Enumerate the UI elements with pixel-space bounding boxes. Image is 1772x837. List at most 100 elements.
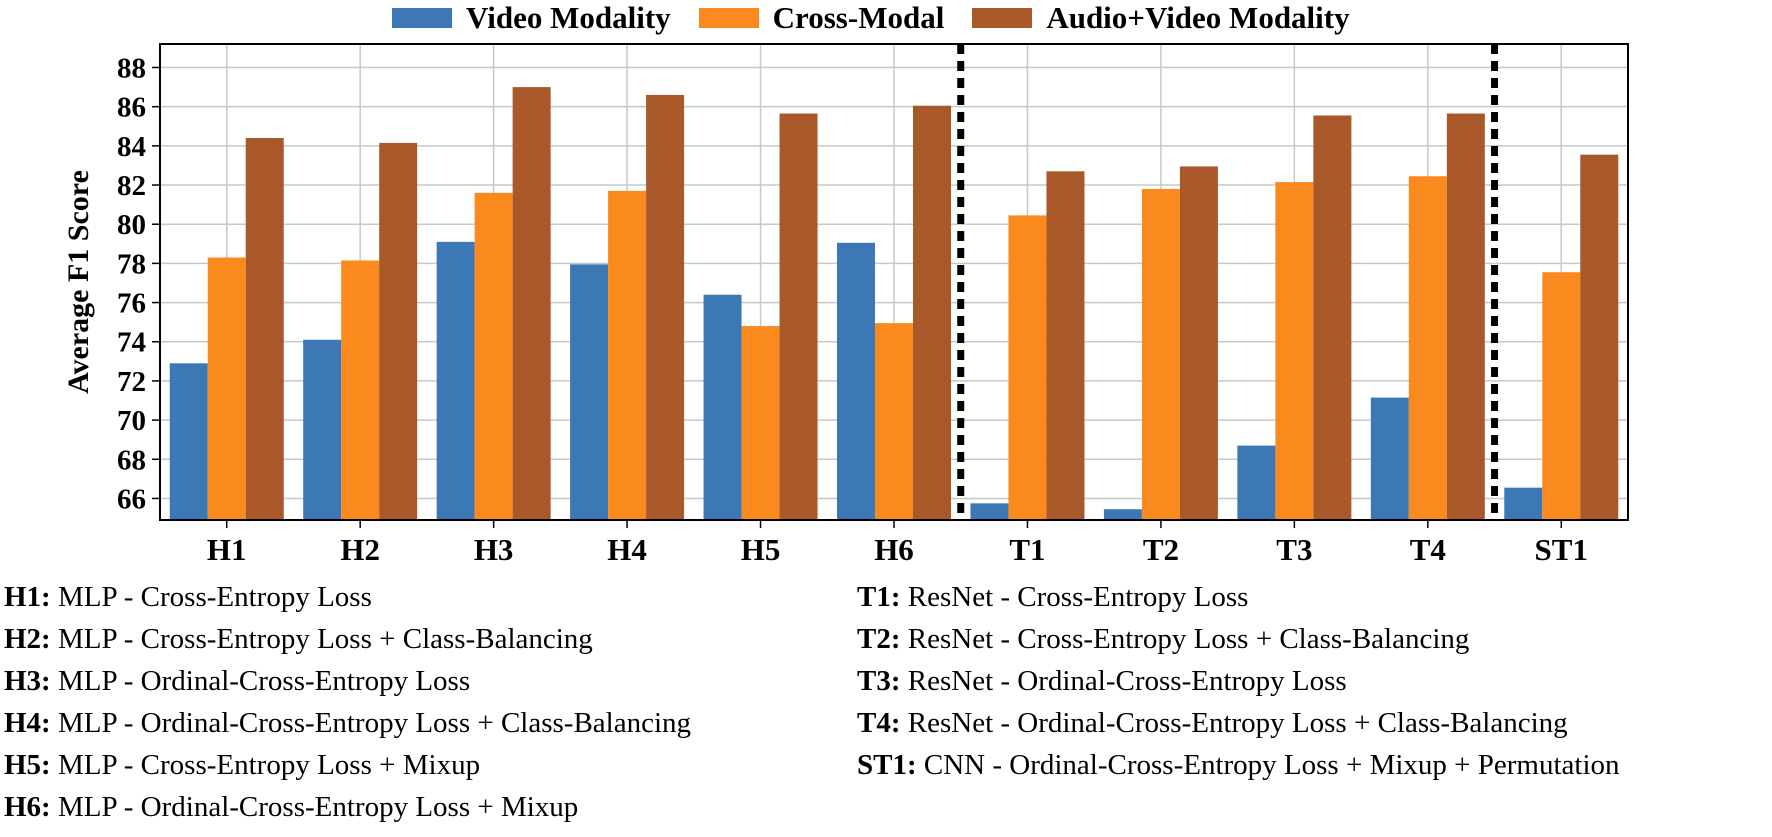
note-code: T4:: [857, 707, 901, 739]
bar-h1-video-modality: [169, 363, 208, 520]
bar-h2-video-modality: [303, 339, 342, 520]
legend-swatch-cross-modal: [698, 8, 759, 28]
y-tick-label: 80: [117, 209, 146, 241]
y-tick-label: 88: [117, 53, 146, 85]
bar-h6-video-modality: [837, 242, 875, 520]
note-code: H2:: [4, 623, 51, 655]
legend-item-audio-video: Audio+Video Modality: [972, 0, 1350, 36]
bar-h3-audio-video-modality: [512, 87, 551, 520]
note-code: H1:: [4, 581, 51, 613]
y-tick-label: 82: [117, 170, 146, 202]
bar-t3-video-modality: [1237, 445, 1276, 520]
bar-h5-video-modality: [703, 294, 742, 520]
bar-h4-video-modality: [570, 264, 609, 520]
bar-st1-cross-modal: [1542, 272, 1581, 520]
bar-t4-video-modality: [1370, 397, 1409, 520]
note-h2: H2: MLP - Cross-Entropy Loss + Class-Bal…: [4, 618, 691, 660]
legend-swatch-video: [392, 8, 452, 28]
bar-t3-audio-video-modality: [1313, 115, 1352, 521]
note-text: CNN - Ordinal-Cross-Entropy Loss + Mixup…: [916, 749, 1620, 781]
bar-t2-cross-modal: [1141, 188, 1180, 521]
bar-h4-cross-modal: [608, 190, 647, 520]
note-text: MLP - Ordinal-Cross-Entropy Loss: [50, 665, 471, 697]
x-tick-label: H6: [874, 532, 914, 567]
note-code: H3:: [4, 665, 51, 697]
bar-h4-audio-video-modality: [646, 94, 685, 520]
bar-h1-audio-video-modality: [245, 138, 284, 520]
x-tick-label: T1: [1009, 532, 1045, 567]
x-tick-label: H1: [207, 532, 247, 567]
legend-label-audio-video: Audio+Video Modality: [1046, 0, 1350, 35]
note-t1: T1: ResNet - Cross-Entropy Loss: [857, 576, 1620, 618]
note-code: T3:: [857, 665, 901, 697]
note-st1: ST1: CNN - Ordinal-Cross-Entropy Loss + …: [857, 744, 1620, 786]
x-tick-label: ST1: [1535, 532, 1588, 567]
note-code: T1:: [857, 581, 901, 613]
legend-label-cross-modal: Cross-Modal: [772, 0, 945, 35]
plot-frame: [159, 43, 1629, 521]
legend-swatch-audio-video: [972, 8, 1033, 28]
x-tick-label: T3: [1276, 532, 1312, 567]
bar-h2-cross-modal: [341, 260, 380, 520]
note-text: MLP - Cross-Entropy Loss + Mixup: [50, 749, 481, 781]
note-h6: H6: MLP - Ordinal-Cross-Entropy Loss + M…: [4, 786, 691, 828]
note-h1: H1: MLP - Cross-Entropy Loss: [4, 576, 691, 618]
bar-t4-audio-video-modality: [1446, 113, 1485, 520]
note-text: ResNet - Cross-Entropy Loss: [900, 581, 1249, 613]
note-text: MLP - Ordinal-Cross-Entropy Loss + Class…: [50, 707, 692, 739]
bar-st1-audio-video-modality: [1580, 154, 1619, 520]
note-code: H6:: [4, 791, 51, 823]
x-tick-label: H4: [607, 532, 647, 567]
note-code: H5:: [4, 749, 51, 781]
x-tick-label: H3: [474, 532, 514, 567]
bar-h6-audio-video-modality: [913, 105, 951, 520]
note-h4: H4: MLP - Ordinal-Cross-Entropy Loss + C…: [4, 702, 691, 744]
legend-item-cross-modal: Cross-Modal: [698, 0, 945, 36]
bar-h5-audio-video-modality: [779, 113, 818, 520]
note-h3: H3: MLP - Ordinal-Cross-Entropy Loss: [4, 660, 691, 702]
notes-left: H1: MLP - Cross-Entropy Loss H2: MLP - C…: [4, 576, 691, 828]
y-tick-label: 86: [117, 92, 146, 124]
bar-h1-cross-modal: [207, 257, 246, 520]
bar-t1-audio-video-modality: [1046, 171, 1085, 520]
bar-t2-audio-video-modality: [1179, 166, 1218, 520]
x-tick-label: H2: [340, 532, 380, 567]
note-t4: T4: ResNet - Ordinal-Cross-Entropy Loss …: [857, 702, 1620, 744]
note-code: H4:: [4, 707, 51, 739]
note-text: ResNet - Cross-Entropy Loss + Class-Bala…: [900, 623, 1470, 655]
note-text: MLP - Ordinal-Cross-Entropy Loss + Mixup: [50, 791, 579, 823]
y-tick-label: 72: [117, 366, 146, 398]
legend-item-video: Video Modality: [392, 0, 671, 36]
y-tick-label: 68: [117, 444, 146, 476]
note-t2: T2: ResNet - Cross-Entropy Loss + Class-…: [857, 618, 1620, 660]
legend-label-video: Video Modality: [466, 0, 671, 35]
y-tick-label: 70: [117, 405, 146, 437]
x-tick-label: T4: [1410, 532, 1446, 567]
note-text: MLP - Cross-Entropy Loss: [50, 581, 372, 613]
note-text: ResNet - Ordinal-Cross-Entropy Loss + Cl…: [900, 707, 1568, 739]
bar-t1-cross-modal: [1008, 215, 1047, 520]
note-code: ST1:: [857, 749, 917, 781]
bar-h2-audio-video-modality: [379, 142, 418, 520]
y-tick-label: 74: [117, 327, 146, 359]
y-tick-label: 84: [117, 131, 146, 163]
bar-h5-cross-modal: [741, 326, 780, 520]
note-h5: H5: MLP - Cross-Entropy Loss + Mixup: [4, 744, 691, 786]
note-text: ResNet - Ordinal-Cross-Entropy Loss: [900, 665, 1347, 697]
bar-t3-cross-modal: [1275, 182, 1314, 521]
y-tick-label: 78: [117, 248, 146, 280]
y-tick-label: 66: [117, 483, 146, 515]
y-axis-label: Average F1 Score: [62, 170, 95, 394]
note-t3: T3: ResNet - Ordinal-Cross-Entropy Loss: [857, 660, 1620, 702]
note-text: MLP - Cross-Entropy Loss + Class-Balanci…: [50, 623, 593, 655]
bar-t1-video-modality: [970, 503, 1009, 520]
x-tick-label: T2: [1143, 532, 1179, 567]
bar-st1-video-modality: [1504, 487, 1543, 520]
x-tick-label: H5: [741, 532, 781, 567]
bar-h6-cross-modal: [875, 323, 913, 520]
note-code: T2:: [857, 623, 901, 655]
bar-t2-video-modality: [1103, 509, 1142, 520]
bar-t4-cross-modal: [1408, 176, 1447, 520]
bar-h3-cross-modal: [474, 192, 513, 520]
